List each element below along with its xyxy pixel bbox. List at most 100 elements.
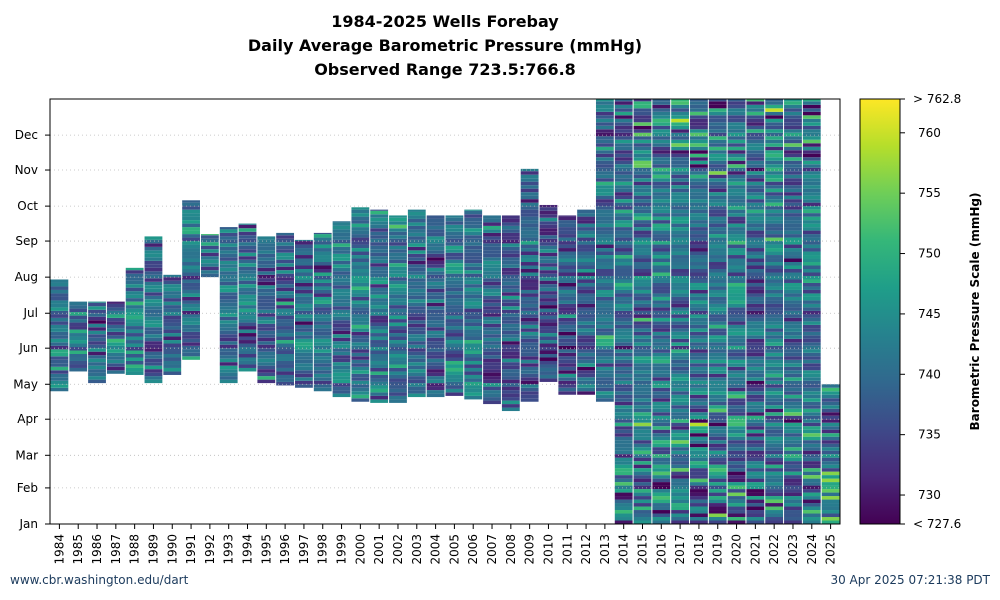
heatmap-cell (595, 279, 614, 283)
heatmap-cell (276, 326, 295, 330)
heatmap-cell (370, 367, 389, 372)
heatmap-cell (464, 392, 483, 396)
heatmap-cell (802, 269, 821, 273)
heatmap-cell (802, 136, 821, 140)
heatmap-cell (125, 322, 144, 327)
heatmap-cell (295, 307, 313, 311)
heatmap-cell (671, 366, 690, 371)
heatmap-cell (595, 269, 614, 273)
heatmap-cell (614, 510, 633, 514)
heatmap-cell (690, 171, 708, 175)
heatmap-cell (708, 429, 727, 434)
heatmap-cell (577, 356, 595, 360)
heatmap-cell (784, 192, 802, 196)
heatmap-cell (652, 412, 671, 416)
heatmap-cell (276, 357, 295, 361)
heatmap-cell (708, 422, 727, 427)
heatmap-cell (821, 443, 840, 448)
heatmap-cell (821, 436, 840, 441)
heatmap-cell (633, 359, 652, 364)
heatmap-cell (708, 248, 727, 252)
heatmap-cell (219, 306, 238, 310)
heatmap-cell (652, 328, 671, 332)
heatmap-cell (483, 306, 501, 310)
x-tick-label: 2016 (654, 534, 668, 565)
heatmap-cell (295, 314, 313, 318)
heatmap-cell (727, 241, 746, 245)
heatmap-cell (88, 351, 106, 356)
heatmap-cell (595, 185, 614, 189)
heatmap-cell (633, 293, 652, 297)
heatmap-cell (802, 296, 821, 301)
heatmap-cell (690, 160, 708, 165)
heatmap-cell (501, 379, 520, 384)
heatmap-cell (182, 321, 200, 325)
heatmap-cell (784, 269, 802, 273)
heatmap-cell (671, 377, 690, 381)
heatmap-cell (614, 150, 633, 154)
heatmap-cell (50, 289, 69, 294)
heatmap-cell (276, 305, 295, 309)
heatmap-cell (219, 253, 238, 258)
heatmap-cell (690, 408, 708, 413)
heatmap-cell (144, 355, 163, 359)
heatmap-cell (426, 302, 445, 307)
heatmap-cell (276, 270, 295, 274)
heatmap-cell (445, 291, 464, 295)
heatmap-cell (389, 284, 407, 288)
heatmap-cell (671, 408, 690, 413)
x-tick-label: 1987 (109, 534, 123, 565)
heatmap-cell (200, 235, 219, 239)
heatmap-cell (464, 280, 483, 285)
heatmap-cell (520, 398, 539, 402)
heatmap-cell (520, 262, 539, 266)
heatmap-cell (351, 275, 370, 280)
heatmap-cell (163, 322, 182, 327)
heatmap-cell (727, 387, 746, 392)
heatmap-cell (765, 192, 784, 196)
heatmap-cell (690, 251, 708, 256)
heatmap-cell (614, 377, 633, 381)
heatmap-cell (671, 454, 690, 458)
heatmap-cell (144, 372, 163, 377)
heatmap-cell (746, 517, 765, 521)
heatmap-cell (257, 299, 276, 303)
heatmap-cell (351, 230, 370, 235)
heatmap-cell (633, 443, 652, 448)
heatmap-cell (200, 256, 219, 260)
heatmap-cell (652, 153, 671, 158)
heatmap-cell (690, 192, 708, 196)
heatmap-cell (351, 223, 370, 228)
chart-title-block: 1984-2025 Wells Forebay Daily Average Ba… (0, 10, 890, 82)
heatmap-cell (295, 349, 313, 353)
heatmap-cell (690, 209, 708, 214)
heatmap-cell (633, 136, 652, 140)
heatmap-cell (652, 146, 671, 151)
heatmap-cell (671, 174, 690, 179)
heatmap-cell (445, 364, 464, 368)
heatmap-cell (746, 471, 765, 476)
heatmap-cell (351, 255, 370, 259)
heatmap-cell (144, 243, 163, 247)
heatmap-cell (595, 230, 614, 235)
heatmap-cell (351, 352, 370, 357)
heatmap-cell (595, 150, 614, 154)
heatmap-cell (69, 364, 88, 368)
heatmap-cell (746, 485, 765, 490)
heatmap-cell (257, 267, 276, 272)
heatmap-cell (690, 499, 708, 504)
heatmap-cell (652, 387, 671, 392)
heatmap-cell (690, 195, 708, 200)
heatmap-cell (295, 255, 313, 259)
heatmap-cell (652, 150, 671, 154)
heatmap-cell (464, 360, 483, 365)
heatmap-cell (407, 243, 426, 247)
heatmap-cell (671, 510, 690, 514)
heatmap-cell (652, 475, 671, 479)
heatmap-cell (407, 232, 426, 237)
heatmap-cell (708, 178, 727, 182)
heatmap-cell (690, 185, 708, 189)
heatmap-cell (182, 265, 200, 269)
heatmap-cell (595, 234, 614, 238)
heatmap-cell (802, 457, 821, 462)
